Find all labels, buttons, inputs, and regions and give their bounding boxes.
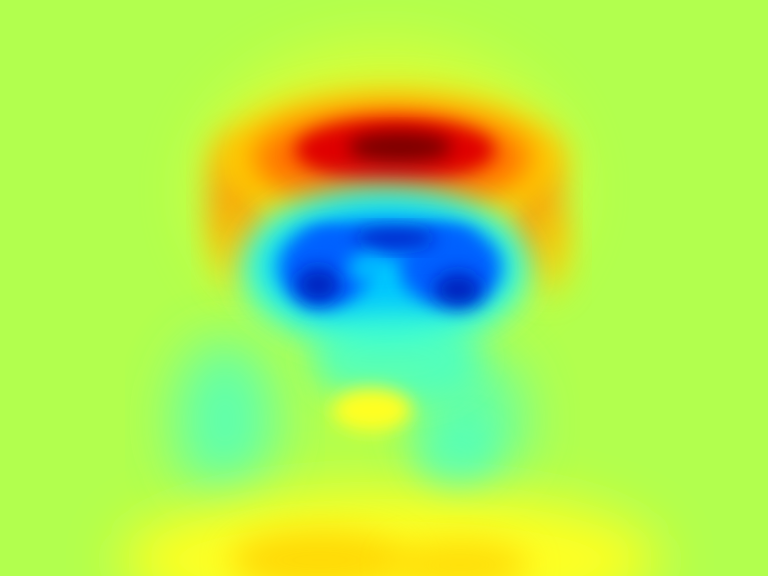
hair-right-low — [526, 205, 570, 295]
forehead-band-core — [348, 132, 452, 162]
lower-face-left — [175, 340, 275, 500]
mouth-warm — [332, 388, 412, 432]
neck-cool — [415, 425, 495, 485]
eye-bridge-core — [355, 228, 435, 248]
eye-right-core — [434, 272, 482, 308]
shoulders-warm-core-right — [390, 540, 530, 576]
shoulders-warm-core — [230, 530, 410, 576]
cheeks — [310, 315, 480, 405]
nose-gap — [347, 254, 383, 282]
eye-left-core — [296, 267, 340, 303]
